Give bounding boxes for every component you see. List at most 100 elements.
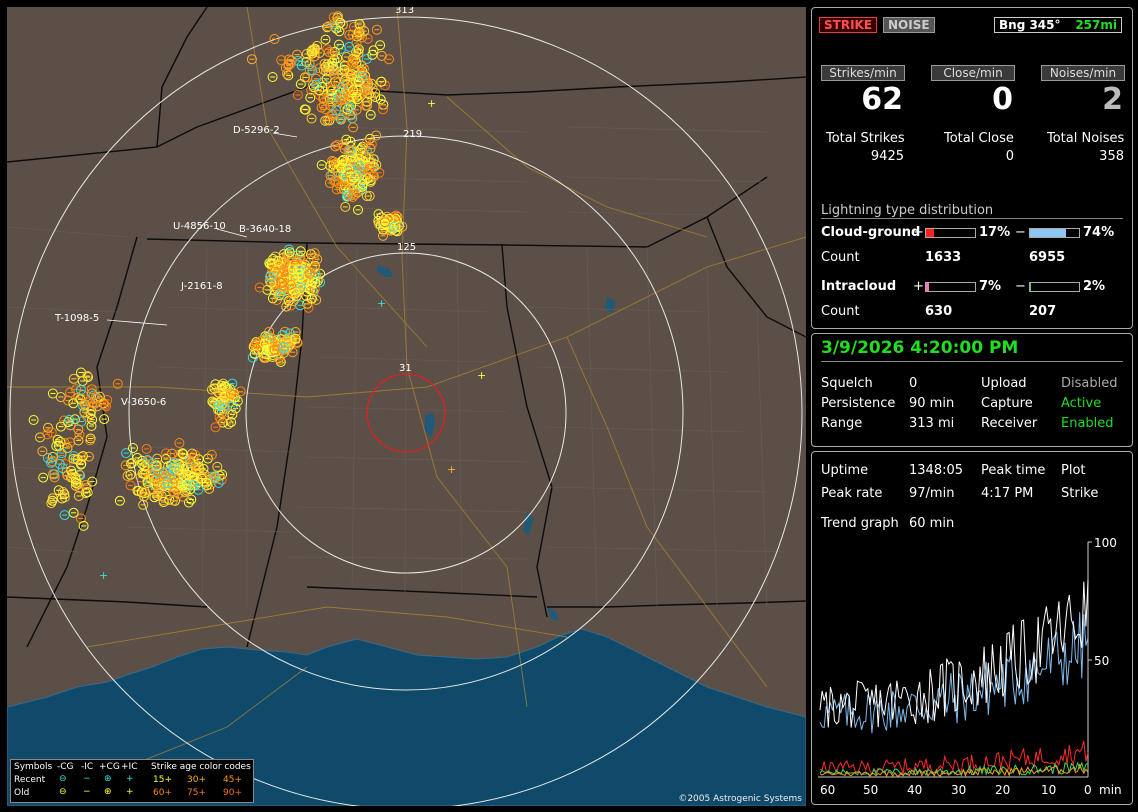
range-value: 313 mi <box>909 416 955 431</box>
trend-x-tick: 0 <box>1084 783 1092 797</box>
strike-symbol <box>355 21 366 32</box>
strike-symbol <box>336 93 347 104</box>
storm-id-label: V-3650-6 <box>121 397 166 408</box>
strike-symbol <box>281 301 292 312</box>
strike-symbol <box>283 70 294 81</box>
strike-symbol <box>182 469 193 480</box>
strike-symbol <box>354 19 365 29</box>
strike-symbol <box>64 414 75 425</box>
strike-symbol <box>340 171 351 182</box>
range-label: 313 <box>395 7 414 16</box>
strike-symbol <box>49 472 60 483</box>
strike-symbol <box>42 429 53 440</box>
strike-symbol <box>178 449 189 460</box>
total-strikes-value: 9425 <box>870 149 904 164</box>
strike-symbol <box>327 81 338 92</box>
strike-symbol <box>217 469 228 480</box>
ic-positive-count: 630 <box>925 304 953 319</box>
strike-symbol <box>335 17 346 28</box>
range-ring-219 <box>128 135 684 691</box>
florida-coast <box>747 562 806 647</box>
lake <box>547 607 559 621</box>
persistence-label: Persistence <box>821 396 896 411</box>
neg-ic-recent-icon: − <box>83 774 91 784</box>
strike-symbol <box>101 401 112 412</box>
uptime-value: 1348:05 <box>909 463 964 478</box>
strike-symbol <box>367 83 378 94</box>
strike-symbol <box>292 49 303 60</box>
strike-symbol <box>347 58 357 68</box>
strike-symbol <box>59 438 70 448</box>
strike-symbol <box>56 448 67 459</box>
strike-symbol <box>140 468 151 479</box>
strike-symbol <box>246 54 257 65</box>
noise-mode-button[interactable]: NOISE <box>883 17 935 33</box>
strike-symbol <box>63 417 74 428</box>
strike-symbol <box>71 478 82 488</box>
strike-map[interactable]: 313 219 125 31 + + + + + D-5296-2 U-4856-10 … <box>7 7 806 806</box>
strike-symbol <box>353 76 364 87</box>
strike-symbol <box>375 94 386 105</box>
strike-symbol <box>340 201 351 212</box>
peak-rate-label: Peak rate <box>821 486 883 501</box>
trend-graph: 100 50 min 60 50 40 30 20 10 0 <box>818 536 1122 797</box>
upload-label: Upload <box>981 376 1027 391</box>
strike-symbol <box>362 96 373 107</box>
strike-symbol <box>304 59 315 70</box>
strike-symbol <box>332 139 343 150</box>
age-60: 60+ <box>153 788 172 798</box>
strike-symbol <box>344 102 355 112</box>
strike-symbol <box>206 384 217 395</box>
strike-symbol <box>138 486 149 497</box>
strike-symbol <box>328 65 339 76</box>
strike-symbol <box>259 352 270 363</box>
legend-pos-cg: +CG <box>99 762 120 772</box>
age-30: 30+ <box>187 775 206 785</box>
strike-symbol <box>319 100 330 111</box>
strikes-per-min-value: 62 <box>861 82 903 117</box>
strike-symbol <box>304 268 315 279</box>
strike-symbol <box>329 176 340 186</box>
strike-symbol <box>80 488 91 498</box>
strike-symbol <box>62 470 73 481</box>
strike-symbol <box>364 191 375 201</box>
strike-symbol <box>321 73 332 84</box>
strike-symbol <box>169 487 180 498</box>
noises-per-min-value: 2 <box>1102 82 1123 117</box>
strike-symbol <box>177 448 188 459</box>
strike-symbol <box>290 333 301 344</box>
strike-symbol <box>114 495 125 506</box>
strike-symbol <box>336 114 346 125</box>
strike-symbol <box>307 48 318 59</box>
strike-symbol <box>334 39 344 50</box>
trend-x-tick: 50 <box>863 783 878 797</box>
strike-symbol: + <box>99 569 108 582</box>
strike-symbol <box>183 454 194 465</box>
strike-symbol <box>295 282 306 293</box>
strike-symbol <box>344 29 355 40</box>
age-15: 15+ <box>153 775 172 785</box>
strike-symbol <box>342 104 353 115</box>
strike-symbol <box>375 40 386 51</box>
strike-symbol <box>347 56 358 67</box>
strike-symbol <box>46 427 57 438</box>
pos-ic-recent-icon: + <box>126 774 134 784</box>
strike-symbol <box>367 160 378 171</box>
strike-symbol <box>299 72 310 83</box>
bearing-readout: Bng 345° 257mi <box>994 17 1122 33</box>
strike-symbol <box>378 230 388 241</box>
capture-value: Active <box>1061 396 1102 411</box>
neg-cg-recent-icon: ⊖ <box>59 774 67 784</box>
age-90: 90+ <box>223 788 242 798</box>
county-lines <box>7 126 788 608</box>
plot-label: Plot <box>1061 463 1086 478</box>
strike-symbol <box>379 217 390 228</box>
strike-symbol <box>52 434 63 445</box>
strike-symbol <box>84 397 95 408</box>
storm-track <box>272 132 298 138</box>
close-per-min-header: Close/min <box>931 65 1015 81</box>
strike-symbol <box>324 47 334 58</box>
strike-symbol <box>353 44 364 55</box>
strike-mode-button[interactable]: STRIKE <box>819 17 878 33</box>
noises-per-min-header: Noises/min <box>1041 65 1125 81</box>
